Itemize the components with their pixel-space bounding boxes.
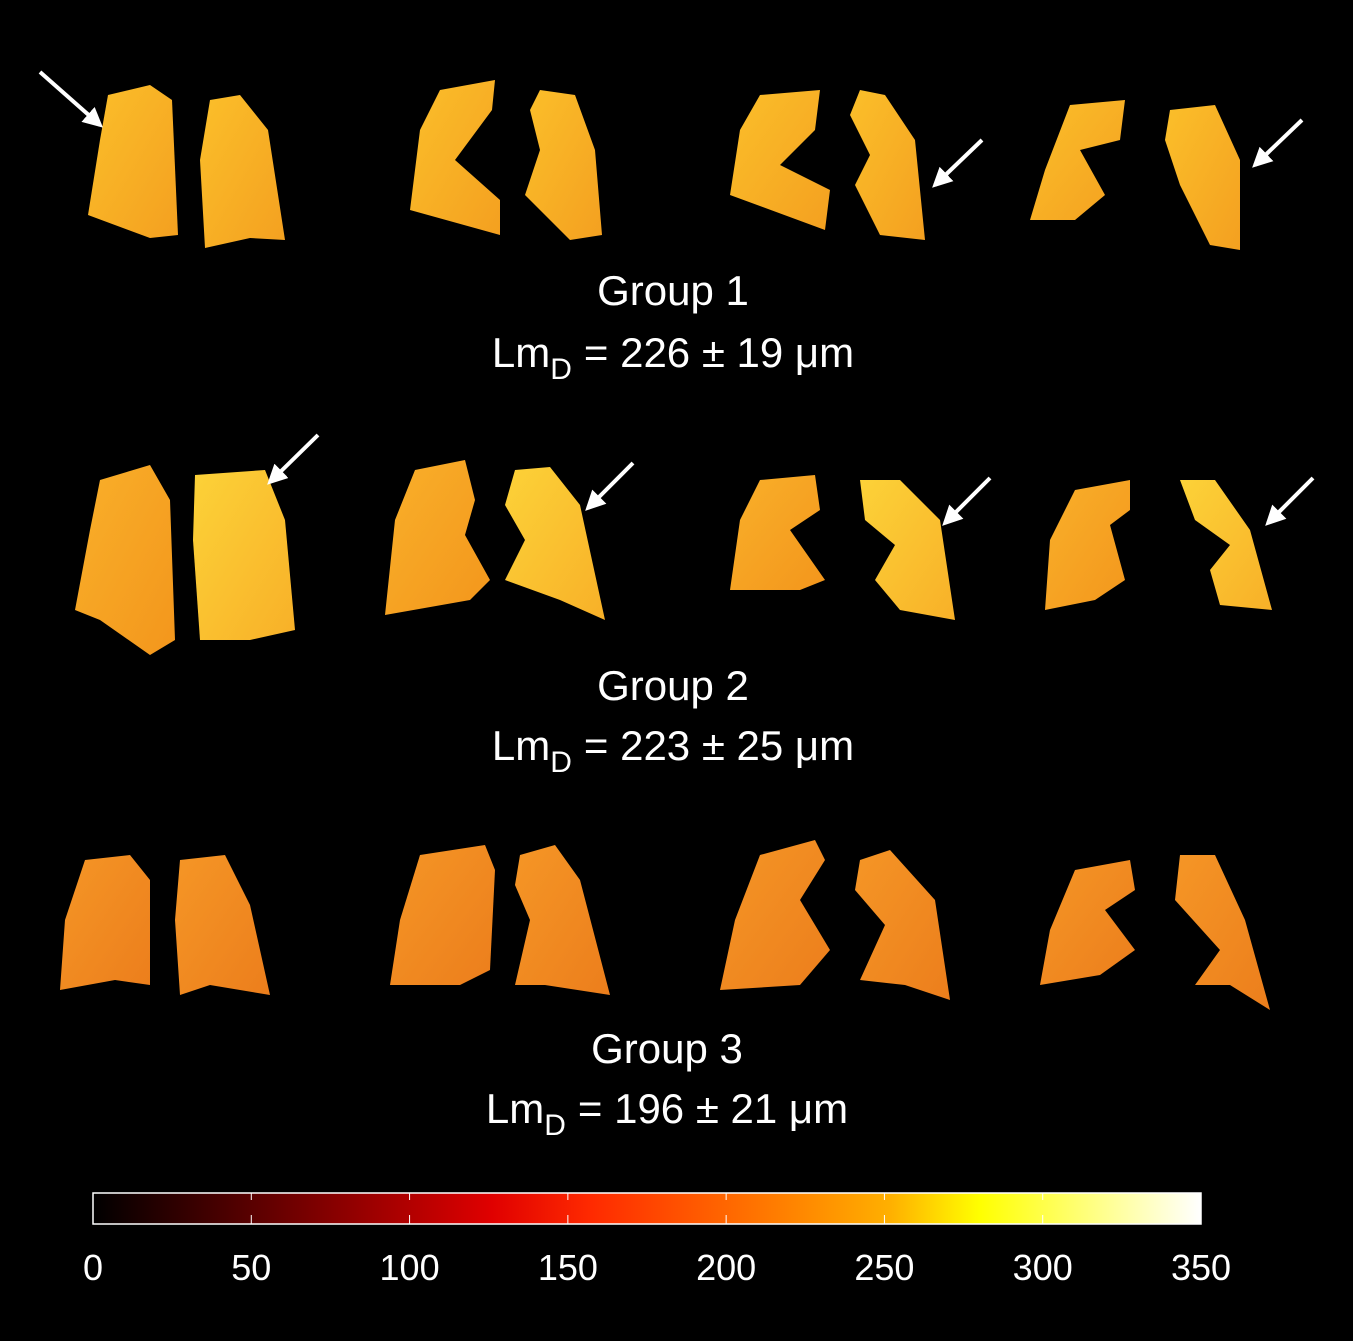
row-2 [75, 460, 1272, 655]
lung-maps [60, 80, 1272, 1010]
symbol: Lm [492, 329, 550, 376]
row-3 [60, 840, 1270, 1010]
group-title: Group 3 [591, 1025, 743, 1072]
symbol: Lm [492, 722, 550, 769]
tick-label: 250 [854, 1247, 914, 1288]
group-title: Group 2 [597, 662, 749, 709]
group-measure: LmD = 226 ± 19 μm [492, 329, 854, 386]
tick-label: 350 [1171, 1247, 1231, 1288]
tick-label: 0 [83, 1247, 103, 1288]
tick-label: 200 [696, 1247, 756, 1288]
measure-text: = 223 ± 25 μm [584, 722, 854, 769]
subscript: D [550, 353, 572, 386]
tick-label: 300 [1013, 1247, 1073, 1288]
colorbar-ticks: 0 50 100 150 200 250 300 350 [83, 1193, 1231, 1288]
tick-label: 50 [231, 1247, 271, 1288]
group-title: Group 1 [597, 267, 749, 314]
measure-text: = 226 ± 19 μm [584, 329, 854, 376]
arrows [38, 70, 1315, 526]
group-measure: LmD = 223 ± 25 μm [492, 722, 854, 779]
subscript: D [550, 746, 572, 779]
symbol: Lm [486, 1085, 544, 1132]
measure-text: = 196 ± 21 μm [578, 1085, 848, 1132]
colorbar [92, 1192, 1202, 1225]
tick-label: 100 [380, 1247, 440, 1288]
tick-label: 150 [538, 1247, 598, 1288]
row-1 [88, 80, 1240, 250]
group-measure: LmD = 196 ± 21 μm [486, 1085, 848, 1142]
subscript: D [544, 1109, 566, 1142]
